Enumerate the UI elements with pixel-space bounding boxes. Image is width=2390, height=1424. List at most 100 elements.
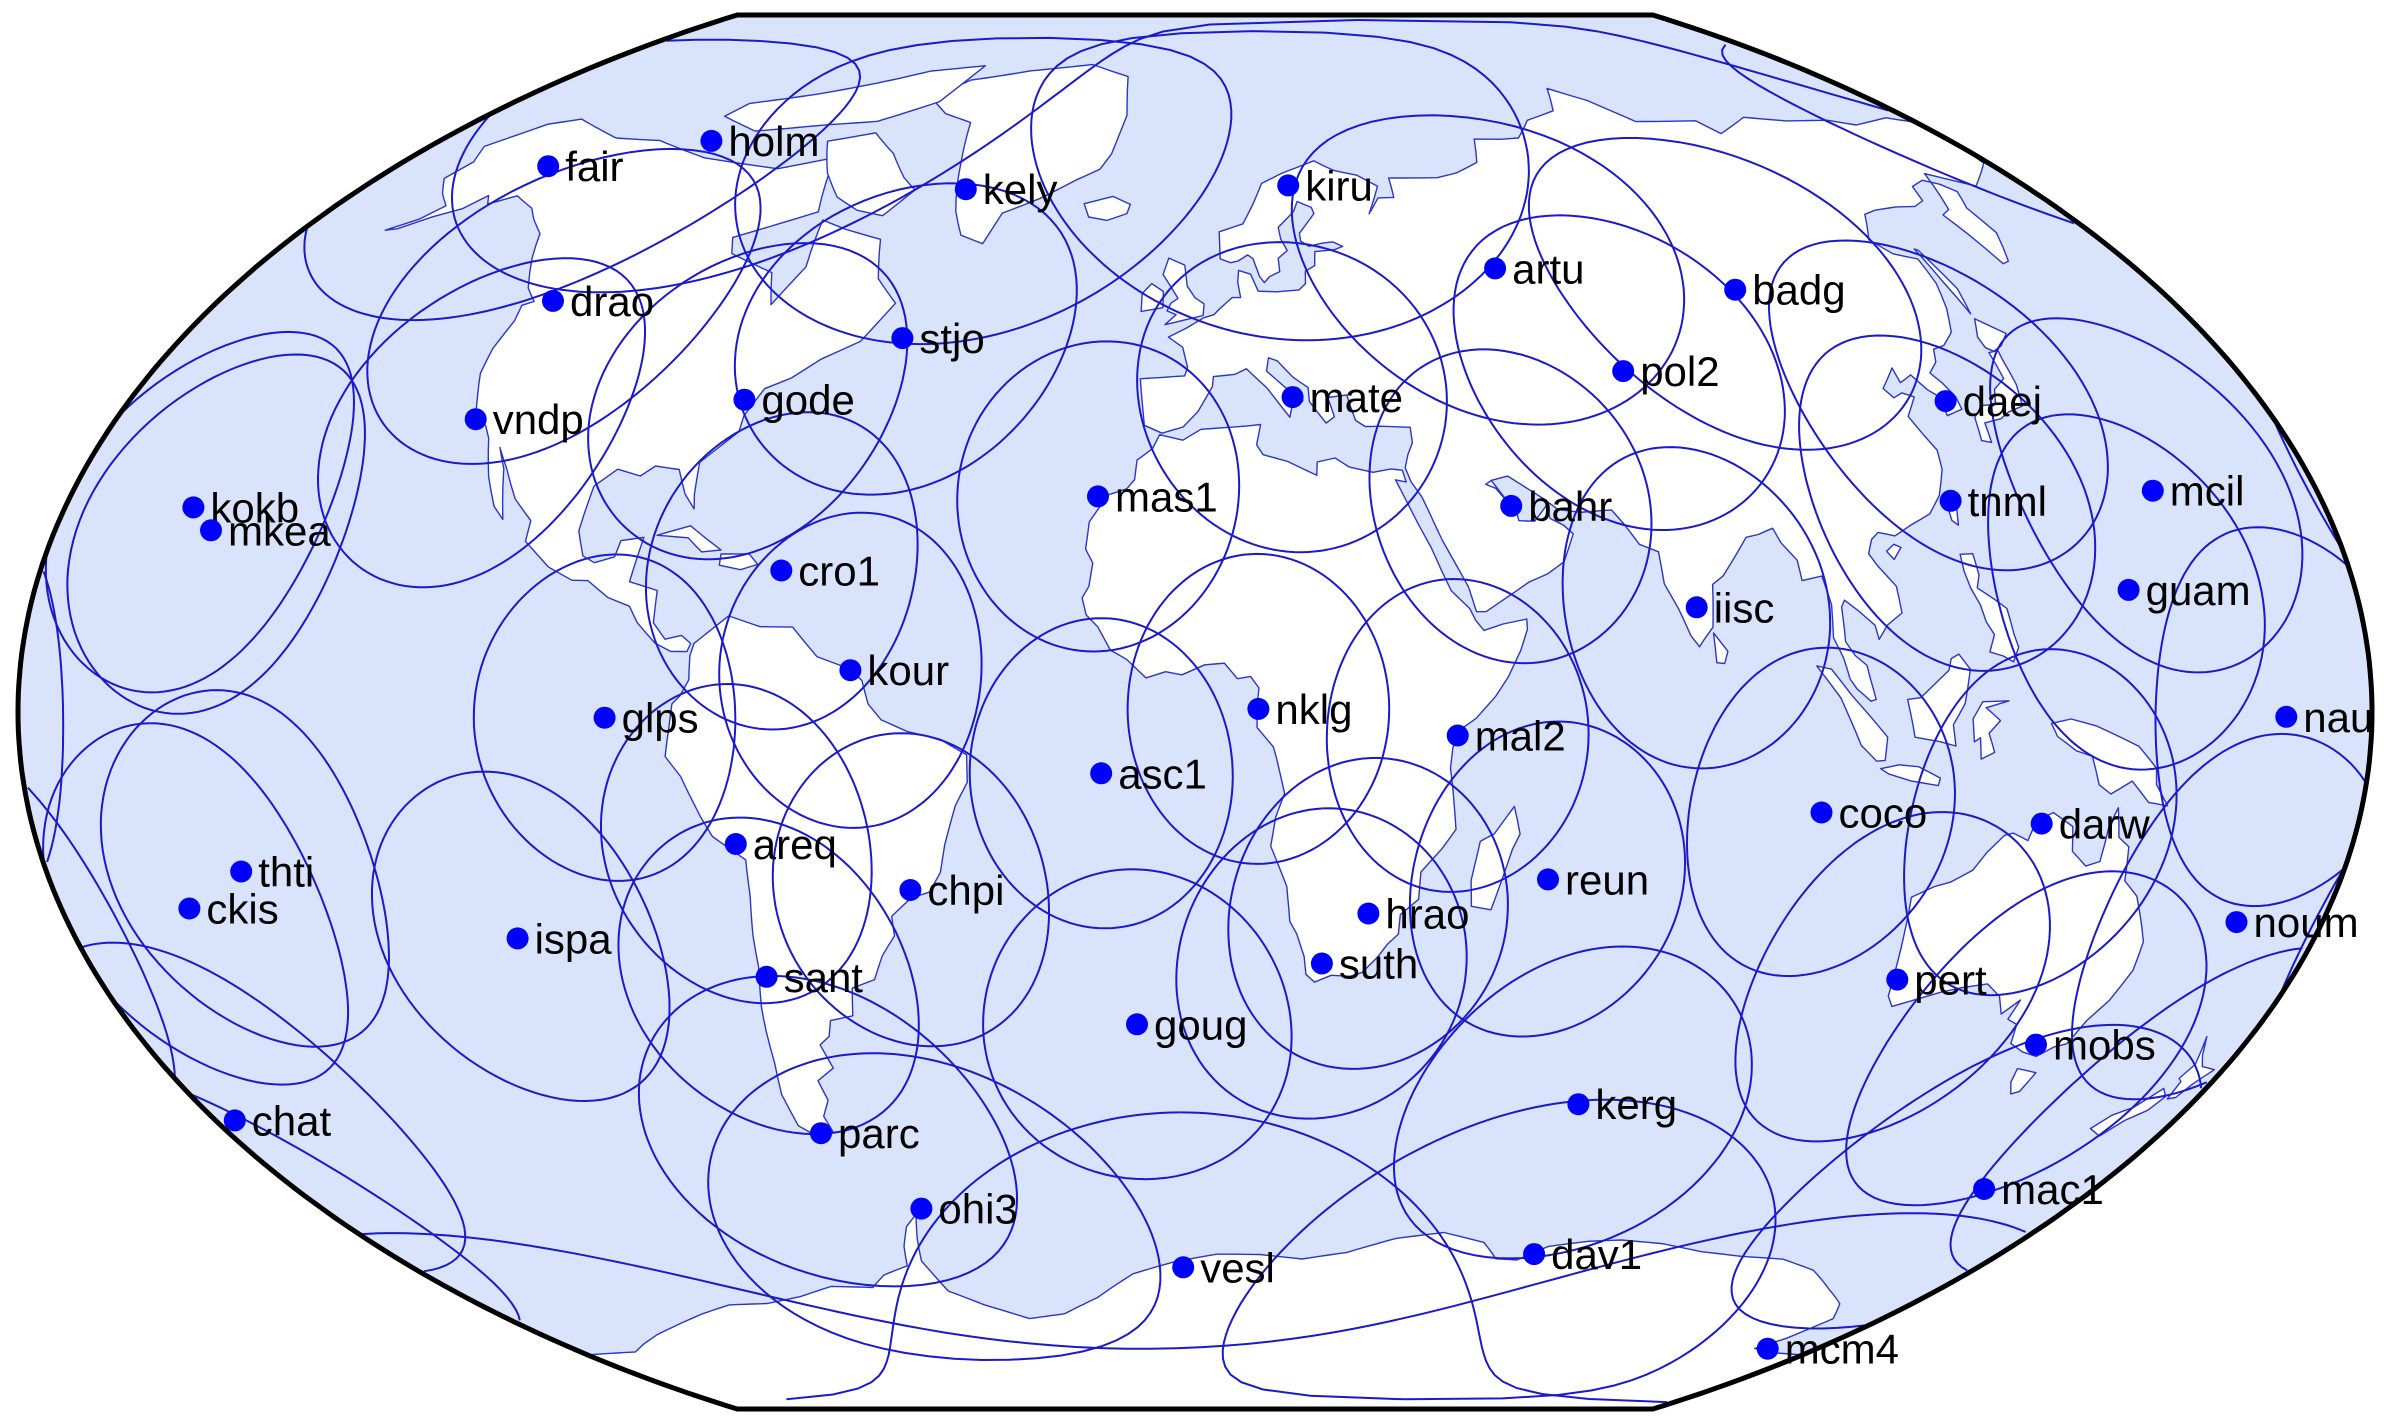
station-label-mal2: mal2 (1475, 713, 1566, 760)
station-label-cro1: cro1 (798, 548, 880, 595)
coverage-circle-suth (1175, 807, 1468, 1120)
station-label-coco: coco (1839, 790, 1928, 837)
station-marker-kiru (1277, 174, 1300, 197)
landmass-java (1880, 764, 1942, 787)
landmass-sri-lanka (1712, 632, 1729, 665)
station-label-suth: suth (1339, 941, 1418, 988)
station-nklg: nklg (1247, 686, 1352, 733)
station-label-iisc: iisc (1714, 584, 1775, 631)
coverage-circle-reun (1408, 720, 1687, 1038)
station-marker-chpi (899, 879, 922, 901)
station-label-noum: noum (2254, 899, 2359, 946)
station-marker-badg (1724, 278, 1747, 301)
coverage-circle-dav1 (1221, 1098, 1777, 1401)
station-label-mate: mate (1310, 374, 1403, 421)
stations: holm fair kely kiru drao stjo artu badg pol2 gode… (178, 118, 2373, 1373)
station-label-darw: darw (2059, 801, 2151, 848)
station-ckis: ckis (178, 886, 279, 933)
station-label-reun: reun (1565, 856, 1649, 903)
station-goug: goug (1126, 1001, 1247, 1048)
station-label-kour: kour (867, 647, 949, 694)
station-label-thti: thti (258, 849, 314, 896)
landmass-sakhalin (1913, 248, 1972, 315)
station-marker-vndp (464, 408, 487, 431)
station-marker-tnml (1939, 489, 1962, 512)
station-mcm4: mcm4 (1756, 1326, 1899, 1373)
station-sant: sant (755, 954, 864, 1001)
coverage-circle-bahr (1368, 348, 1653, 665)
coverage-circle-ispa (371, 770, 671, 1103)
station-marker-bahr (1500, 494, 1523, 517)
station-label-glps: glps (622, 695, 699, 742)
station-marker-guam (2117, 578, 2140, 601)
station-label-tnml: tnml (1968, 478, 2047, 525)
station-label-chat: chat (252, 1097, 332, 1144)
coverage-circle-kiru (1030, 30, 1530, 342)
station-label-pol2: pol2 (1640, 348, 1719, 395)
coverage-circle-vndp (316, 257, 646, 589)
station-marker-chat (223, 1109, 246, 1132)
landmass-hainan (1885, 543, 1902, 561)
station-marker-suth (1310, 952, 1333, 975)
coverage-circle-pol2 (1452, 214, 1786, 531)
coverage-circle-mate (1136, 241, 1448, 554)
station-marker-kerg (1567, 1093, 1590, 1116)
station-marker-hrao (1357, 902, 1380, 925)
landmass-north-america (384, 118, 897, 653)
station-label-vesl: vesl (1200, 1244, 1275, 1291)
station-marker-pol2 (1612, 360, 1635, 383)
station-marker-parc (810, 1122, 832, 1145)
landmass-arctic-islands (724, 65, 987, 132)
coverage-circle-mobs (1845, 870, 2208, 1207)
station-label-guam: guam (2146, 567, 2251, 614)
station-marker-ispa (506, 927, 529, 950)
landmass-cuba (656, 525, 722, 553)
coverage-circle-mal2 (1325, 578, 1590, 893)
station-marker-pert (1886, 968, 1909, 991)
station-label-drao: drao (570, 278, 654, 325)
station-label-mcm4: mcm4 (1785, 1326, 1899, 1373)
coverage-circle-parc (637, 974, 1019, 1288)
station-kour: kour (839, 647, 949, 694)
station-marker-kely (954, 178, 977, 201)
station-label-asc1: asc1 (1118, 750, 1207, 797)
coverage-circle-drao (366, 147, 762, 465)
coverage-circle-mcil (1989, 317, 2304, 674)
station-marker-coco (1810, 801, 1833, 824)
station-marker-dav1 (1523, 1243, 1546, 1266)
coverage-circle-mas1 (956, 340, 1241, 653)
station-marker-ckis (178, 897, 201, 920)
station-kely: kely (954, 166, 1058, 213)
coverage-circle-darw (1903, 648, 2178, 997)
station-label-mkea: mkea (228, 507, 331, 554)
station-marker-kokb (182, 496, 205, 519)
station-label-stjo: stjo (919, 315, 984, 362)
station-label-nklg: nklg (1275, 686, 1352, 733)
station-holm: holm (700, 118, 819, 165)
station-marker-gode (733, 388, 756, 411)
station-label-chpi: chpi (927, 867, 1004, 914)
landmass-australia (1887, 807, 2145, 1058)
station-label-kokb: kokb (210, 484, 299, 531)
station-mas1: mas1 (1087, 473, 1218, 520)
station-marker-sant (755, 965, 778, 988)
landmass-sulawesi (1972, 700, 2010, 760)
station-mkea: mkea (200, 507, 331, 554)
station-chat: chat (223, 1097, 332, 1144)
coverage-circle-guam (1987, 413, 2266, 771)
station-label-sant: sant (784, 954, 864, 1001)
station-marker-thti (230, 860, 253, 883)
station-marker-kour (839, 659, 862, 682)
station-label-artu: artu (1512, 245, 1584, 292)
station-marker-ohi3 (910, 1197, 933, 1220)
station-marker-cro1 (770, 559, 793, 582)
station-label-holm: holm (728, 118, 819, 165)
station-marker-mas1 (1087, 485, 1109, 508)
station-noum: noum (2225, 899, 2359, 946)
station-marker-mcil (2141, 479, 2164, 502)
coverage-circle-thti (99, 689, 391, 1048)
station-kiru: kiru (1277, 162, 1373, 209)
station-glps: glps (593, 695, 699, 742)
station-marker-mal2 (1446, 724, 1469, 747)
landmass-philippines (1959, 553, 2020, 663)
